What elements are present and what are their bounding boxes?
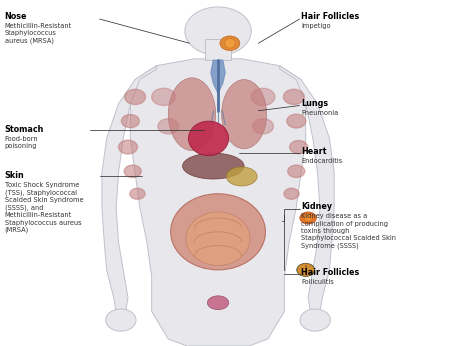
Circle shape bbox=[283, 89, 304, 104]
Ellipse shape bbox=[208, 296, 228, 310]
Text: Stomach: Stomach bbox=[5, 125, 44, 134]
Polygon shape bbox=[130, 59, 306, 346]
Ellipse shape bbox=[220, 36, 240, 51]
Text: Impetigo: Impetigo bbox=[301, 23, 331, 29]
Text: Methicillin-Resistant
Staphylococcus
aureus (MRSA): Methicillin-Resistant Staphylococcus aur… bbox=[5, 23, 72, 44]
Ellipse shape bbox=[300, 212, 317, 224]
Ellipse shape bbox=[225, 38, 235, 48]
Ellipse shape bbox=[222, 80, 266, 149]
Text: Nose: Nose bbox=[5, 12, 27, 21]
Ellipse shape bbox=[304, 214, 312, 222]
Polygon shape bbox=[102, 66, 156, 311]
Ellipse shape bbox=[186, 212, 250, 266]
Circle shape bbox=[251, 88, 275, 106]
Circle shape bbox=[185, 7, 251, 55]
Circle shape bbox=[152, 88, 175, 106]
Text: Food-born
poisoning: Food-born poisoning bbox=[5, 136, 38, 149]
Circle shape bbox=[118, 140, 137, 154]
Text: Pneumonia: Pneumonia bbox=[301, 110, 338, 116]
Ellipse shape bbox=[171, 194, 265, 270]
Ellipse shape bbox=[188, 121, 228, 156]
Circle shape bbox=[124, 165, 141, 177]
Text: Endocarditis: Endocarditis bbox=[301, 158, 342, 164]
Circle shape bbox=[106, 309, 136, 331]
FancyBboxPatch shape bbox=[205, 39, 231, 60]
Text: Heart: Heart bbox=[301, 147, 327, 156]
Polygon shape bbox=[280, 66, 334, 311]
Circle shape bbox=[253, 119, 273, 134]
Ellipse shape bbox=[227, 167, 257, 186]
Circle shape bbox=[125, 89, 146, 104]
Ellipse shape bbox=[297, 263, 315, 276]
Text: Lungs: Lungs bbox=[301, 99, 328, 108]
Circle shape bbox=[130, 188, 145, 199]
Circle shape bbox=[158, 119, 179, 134]
Text: Kidney: Kidney bbox=[301, 202, 332, 211]
Circle shape bbox=[121, 115, 139, 128]
Circle shape bbox=[284, 188, 299, 199]
Circle shape bbox=[287, 114, 306, 128]
Ellipse shape bbox=[168, 78, 216, 151]
Circle shape bbox=[290, 140, 308, 154]
Circle shape bbox=[288, 165, 305, 177]
Text: Skin: Skin bbox=[5, 171, 25, 180]
Text: Folliculitis: Folliculitis bbox=[301, 279, 334, 285]
Polygon shape bbox=[211, 60, 225, 93]
Circle shape bbox=[297, 264, 314, 276]
Text: Hair Follicles: Hair Follicles bbox=[301, 268, 359, 277]
Text: Kidney disease as a
complication of producing
toxins through
Staphylococcal Scal: Kidney disease as a complication of prod… bbox=[301, 213, 396, 249]
Text: Toxic Shock Syndrome
(TSS), Staphylococcal
Scalded Skin Syndrome
(SSSS), and
Met: Toxic Shock Syndrome (TSS), Staphylococc… bbox=[5, 182, 83, 233]
Ellipse shape bbox=[182, 153, 244, 179]
Circle shape bbox=[300, 309, 330, 331]
Text: Hair Follicles: Hair Follicles bbox=[301, 12, 359, 21]
